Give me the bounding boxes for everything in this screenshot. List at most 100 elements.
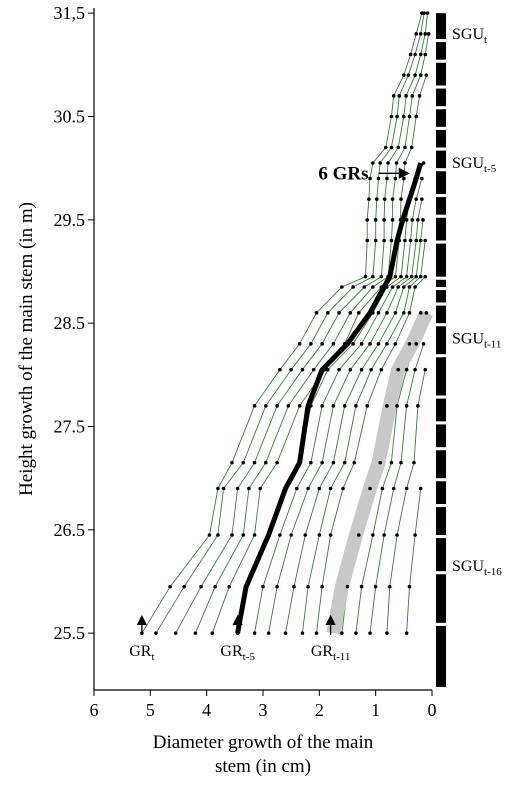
x-tick-label: 0 xyxy=(428,700,437,720)
data-point xyxy=(371,161,375,165)
sgu-segment xyxy=(436,171,446,194)
data-point xyxy=(379,274,384,279)
data-point xyxy=(252,631,257,635)
data-point xyxy=(402,73,406,77)
data-point xyxy=(386,274,390,279)
data-point xyxy=(404,274,409,279)
data-point xyxy=(261,584,265,589)
data-point xyxy=(414,238,419,243)
data-point xyxy=(340,285,344,289)
data-point xyxy=(348,367,353,372)
data-point xyxy=(397,238,402,243)
data-point xyxy=(325,367,330,372)
bold-profile-line xyxy=(235,162,424,634)
data-point xyxy=(241,460,246,465)
data-point xyxy=(423,52,428,57)
sgu-segment xyxy=(436,424,446,448)
data-point xyxy=(362,285,367,289)
data-point xyxy=(371,274,375,279)
data-point xyxy=(378,161,382,165)
growth-ring-line xyxy=(355,312,427,634)
sgu-segment xyxy=(436,305,446,324)
x-axis-title-line: stem (in cm) xyxy=(215,756,311,777)
data-point xyxy=(373,218,378,222)
data-point xyxy=(418,52,423,57)
data-point xyxy=(413,367,417,372)
data-point xyxy=(418,274,423,279)
data-point xyxy=(376,311,381,315)
data-point xyxy=(320,584,324,589)
sgu-label: SGUt-5 xyxy=(452,155,497,175)
data-point xyxy=(408,238,413,243)
x-tick-label: 5 xyxy=(146,700,155,720)
data-point xyxy=(402,285,406,289)
data-point xyxy=(252,533,257,537)
sgu-segment xyxy=(436,357,446,396)
data-point xyxy=(286,404,291,408)
data-point xyxy=(399,460,403,465)
data-point xyxy=(407,584,412,589)
data-point xyxy=(385,404,389,408)
data-point xyxy=(363,274,368,279)
data-point xyxy=(413,533,417,537)
y-tick-label: 26.5 xyxy=(54,520,86,540)
data-point xyxy=(413,285,417,289)
data-point xyxy=(416,218,420,222)
data-point xyxy=(297,404,302,408)
sgu-segment xyxy=(436,625,446,687)
data-point xyxy=(359,367,364,372)
data-point xyxy=(402,176,406,181)
sgu-segment xyxy=(436,290,446,303)
data-point xyxy=(418,486,423,491)
gr-label: GRt xyxy=(129,643,154,663)
data-point xyxy=(342,460,347,465)
data-point xyxy=(424,73,429,77)
data-point xyxy=(252,404,257,408)
sgu-segment xyxy=(436,450,446,479)
data-point xyxy=(382,197,387,201)
data-point xyxy=(213,584,217,589)
data-point xyxy=(342,404,347,408)
y-tick-label: 28.5 xyxy=(54,313,86,333)
data-point xyxy=(210,631,215,635)
data-point xyxy=(421,342,426,346)
data-point xyxy=(348,311,353,315)
sgu-label: SGUt-11 xyxy=(452,331,501,351)
data-point xyxy=(384,145,388,150)
sgu-segment xyxy=(436,150,446,169)
sgu-segment xyxy=(436,326,446,355)
data-point xyxy=(414,342,419,346)
data-point xyxy=(230,460,234,465)
sgu-segment xyxy=(436,129,446,148)
x-axis-title-line: Diameter growth of the main xyxy=(153,732,374,753)
data-point xyxy=(391,486,396,491)
data-point xyxy=(426,32,431,36)
data-point xyxy=(275,584,279,589)
axis-labels: Height growth of the main stem (in m) Dia… xyxy=(16,202,374,777)
data-point xyxy=(394,161,399,165)
y-tick-label: 29.5 xyxy=(54,210,86,230)
data-point xyxy=(423,274,428,279)
data-point xyxy=(407,342,412,346)
sgu-bar: SGUt SGUt-5 SGUt-11 SGUt-16 xyxy=(436,13,502,687)
growth-ring-line xyxy=(211,75,427,634)
data-point xyxy=(408,52,413,57)
data-point xyxy=(414,197,419,201)
data-point xyxy=(264,460,268,465)
data-point xyxy=(306,486,310,491)
growth-ring-line xyxy=(301,240,426,634)
data-point xyxy=(413,52,417,57)
data-point xyxy=(396,367,401,372)
growth-ring-line xyxy=(316,276,426,634)
data-point xyxy=(154,631,158,635)
x-tick-label: 1 xyxy=(371,700,380,720)
data-point xyxy=(365,218,370,222)
data-point xyxy=(407,285,412,289)
data-point xyxy=(359,584,364,589)
data-point xyxy=(345,584,350,589)
data-point xyxy=(365,404,370,408)
data-point xyxy=(207,533,212,537)
data-point xyxy=(331,460,336,465)
data-point xyxy=(409,145,414,150)
